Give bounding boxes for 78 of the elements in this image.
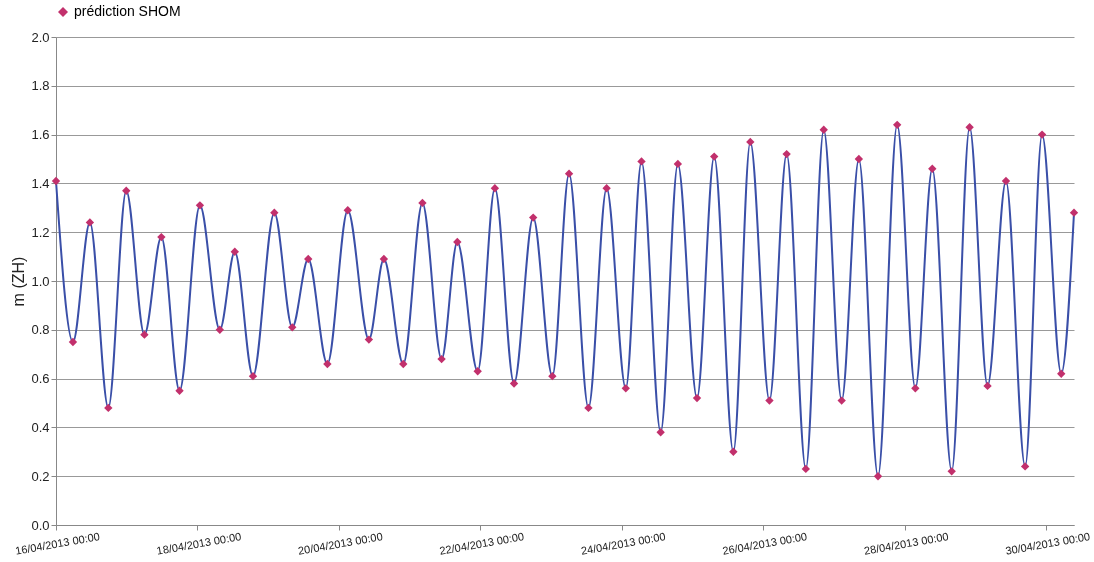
- y-tick-label: 0.4: [31, 419, 50, 435]
- point: [418, 198, 427, 208]
- point: [473, 367, 482, 376]
- point: [195, 201, 205, 210]
- y-tick-label: 0.0: [31, 517, 50, 533]
- x-tick-label: 16/04/2013 00:00: [14, 530, 101, 557]
- point: [928, 164, 937, 173]
- point: [68, 337, 78, 347]
- point: [837, 396, 846, 405]
- point: [819, 125, 828, 134]
- point: [248, 371, 258, 381]
- point: [564, 169, 574, 178]
- point: [911, 384, 920, 393]
- y-tick-label: 0.2: [31, 468, 50, 484]
- y-tick-label: 0.8: [31, 322, 50, 338]
- point: [983, 381, 992, 391]
- point: [437, 354, 446, 364]
- point: [140, 330, 149, 339]
- point: [453, 237, 462, 247]
- point: [621, 384, 630, 393]
- y-tick-label: 0.6: [31, 371, 50, 387]
- point: [51, 176, 61, 186]
- point: [157, 232, 166, 242]
- x-tick-label: 24/04/2013 00:00: [580, 530, 667, 557]
- point: [230, 247, 239, 256]
- point: [1069, 208, 1079, 217]
- point: [529, 213, 538, 222]
- y-tick-label: 2.0: [31, 29, 50, 45]
- point: [746, 137, 755, 147]
- point: [122, 186, 131, 195]
- point: [270, 208, 279, 217]
- point: [584, 403, 593, 413]
- point: [323, 359, 332, 369]
- y-tick-label: 1.0: [31, 273, 50, 289]
- point: [175, 386, 184, 395]
- point: [490, 184, 500, 193]
- point: [304, 254, 313, 264]
- point: [602, 184, 611, 193]
- point: [673, 159, 683, 169]
- point: [1020, 462, 1030, 471]
- point: [656, 428, 665, 437]
- point: [343, 206, 352, 215]
- point: [801, 464, 810, 474]
- y-tick-label: 1.8: [31, 78, 50, 94]
- point: [729, 447, 738, 456]
- point: [965, 123, 974, 132]
- point: [947, 467, 956, 476]
- x-tick-label: 18/04/2013 00:00: [155, 530, 243, 557]
- point: [399, 359, 408, 369]
- point: [1057, 369, 1066, 378]
- x-tick-label: 22/04/2013 00:00: [438, 530, 525, 557]
- point: [854, 154, 864, 164]
- legend-label: prédiction SHOM: [74, 3, 181, 19]
- point: [548, 371, 557, 381]
- point: [692, 393, 702, 403]
- point: [85, 218, 95, 227]
- point: [782, 149, 791, 159]
- point: [104, 403, 113, 413]
- point: [509, 379, 519, 388]
- x-tick-label: 30/04/2013 00:00: [1004, 530, 1091, 557]
- point: [364, 335, 374, 344]
- point: [710, 152, 719, 161]
- y-tick-label: 1.2: [31, 224, 50, 240]
- x-tick-label: 28/04/2013 00:00: [862, 530, 950, 557]
- point: [765, 396, 774, 405]
- y-tick-label: 1.6: [31, 127, 50, 143]
- point: [873, 472, 883, 481]
- point: [215, 325, 224, 334]
- point: [379, 254, 389, 264]
- x-tick-label: 26/04/2013 00:00: [721, 530, 808, 557]
- point: [1001, 176, 1011, 186]
- y-axis-title: m (ZH): [10, 256, 28, 307]
- x-tick-label: 20/04/2013 00:00: [297, 530, 384, 557]
- point: [1037, 130, 1047, 139]
- point: [288, 323, 297, 332]
- point: [637, 157, 646, 166]
- y-tick-label: 1.4: [31, 175, 50, 191]
- point: [892, 120, 902, 130]
